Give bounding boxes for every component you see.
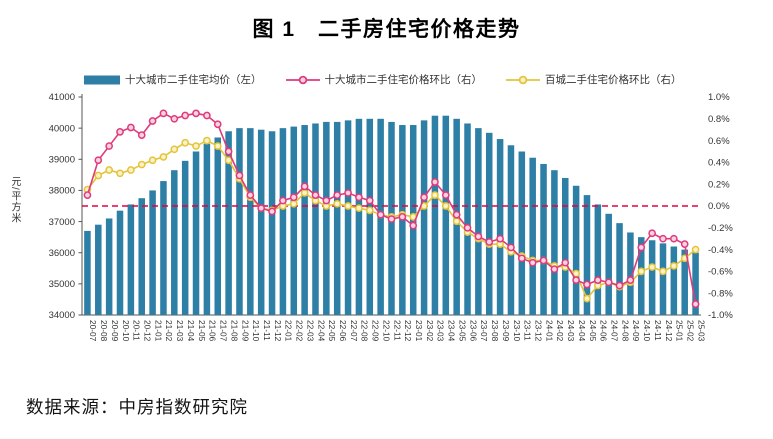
svg-text:22-04: 22-04	[316, 320, 326, 342]
svg-text:23-12: 23-12	[534, 320, 544, 342]
svg-text:22-12: 22-12	[403, 320, 413, 342]
pink-line-marker-icon	[285, 75, 320, 84]
svg-text:24-01: 24-01	[544, 320, 554, 342]
svg-text:21-10: 21-10	[251, 320, 261, 342]
svg-text:21-05: 21-05	[197, 320, 207, 342]
svg-text:22-07: 22-07	[349, 320, 359, 342]
svg-text:-1.0%: -1.0%	[708, 310, 733, 321]
svg-text:0.6%: 0.6%	[708, 136, 730, 147]
svg-text:24-04: 24-04	[577, 320, 587, 342]
svg-text:1.0%: 1.0%	[708, 92, 730, 103]
svg-text:35000: 35000	[49, 279, 75, 290]
svg-text:21-03: 21-03	[175, 320, 185, 342]
svg-text:40000: 40000	[49, 123, 75, 134]
svg-text:-0.8%: -0.8%	[708, 288, 733, 299]
svg-text:0.4%: 0.4%	[708, 158, 730, 169]
svg-text:38000: 38000	[49, 186, 75, 197]
svg-text:25-03: 25-03	[696, 320, 706, 342]
svg-text:0.0%: 0.0%	[708, 201, 730, 212]
svg-text:23-08: 23-08	[490, 320, 500, 342]
svg-text:-0.4%: -0.4%	[708, 245, 733, 256]
svg-text:23-03: 23-03	[436, 320, 446, 342]
left-axis-unit-label: 元/平方米	[9, 176, 20, 224]
svg-text:20-12: 20-12	[143, 320, 153, 342]
svg-text:20-10: 20-10	[121, 320, 131, 342]
svg-text:23-04: 23-04	[447, 320, 457, 342]
svg-text:41000: 41000	[49, 92, 75, 103]
svg-text:22-11: 22-11	[392, 320, 402, 341]
y-axis-right: 1.0% 0.8% 0.6% 0.4% 0.2% 0.0% -0.2% -0.4% -0.6% -…	[708, 92, 733, 321]
svg-text:21-12: 21-12	[273, 320, 283, 342]
data-source-note: 数据来源：中房指数研究院	[26, 397, 248, 417]
svg-text:21-04: 21-04	[186, 320, 196, 342]
legend-label-ten-city-mom: 十大城市二手住宅价格环比（右）	[324, 74, 483, 86]
svg-text:21-07: 21-07	[219, 320, 229, 342]
x-axis-labels: 20-07 20-08 20-09 20-10 20-11 20-12 21-01 21-02…	[88, 320, 706, 342]
svg-text:22-05: 22-05	[327, 320, 337, 342]
y-axis-left: 41000 40000 39000 38000 37000 36000 35000 34000	[49, 92, 82, 321]
svg-text:21-11: 21-11	[262, 320, 272, 341]
svg-text:21-01: 21-01	[153, 320, 163, 342]
bar-swatch-icon	[84, 75, 120, 84]
svg-text:25-01: 25-01	[675, 320, 685, 342]
svg-text:0.2%: 0.2%	[708, 179, 730, 190]
svg-text:24-10: 24-10	[642, 320, 652, 342]
legend-item-ten-city-mom: 十大城市二手住宅价格环比（右）	[285, 72, 483, 87]
svg-text:23-02: 23-02	[425, 320, 435, 342]
svg-text:0.8%: 0.8%	[708, 114, 730, 125]
svg-text:24-11: 24-11	[653, 320, 663, 341]
svg-text:34000: 34000	[49, 310, 75, 321]
svg-text:23-11: 23-11	[523, 320, 533, 341]
svg-text:23-01: 23-01	[414, 320, 424, 342]
svg-text:22-02: 22-02	[295, 320, 305, 342]
svg-text:24-05: 24-05	[588, 320, 598, 342]
legend-label-hundred-city-mom: 百城二手住宅价格环比（右）	[545, 74, 682, 86]
svg-text:22-03: 22-03	[305, 320, 315, 342]
svg-text:25-02: 25-02	[686, 320, 696, 342]
svg-text:22-08: 22-08	[360, 320, 370, 342]
legend-label-avg-price: 十大城市二手住宅均价（左）	[125, 74, 262, 86]
legend-item-hundred-city-mom: 百城二手住宅价格环比（右）	[506, 72, 682, 87]
svg-text:39000: 39000	[49, 154, 75, 165]
svg-text:24-02: 24-02	[555, 320, 565, 342]
svg-text:24-07: 24-07	[610, 320, 620, 342]
svg-text:-0.6%: -0.6%	[708, 267, 733, 278]
svg-text:37000: 37000	[49, 217, 75, 228]
svg-text:20-07: 20-07	[88, 320, 98, 342]
svg-text:36000: 36000	[49, 248, 75, 259]
chart-title: 图 1 二手房住宅价格走势	[252, 18, 521, 41]
svg-text:22-06: 22-06	[338, 320, 348, 342]
svg-text:24-03: 24-03	[566, 320, 576, 342]
svg-text:24-12: 24-12	[664, 320, 674, 342]
yellow-line-marker-icon	[506, 75, 540, 84]
svg-text:22-09: 22-09	[371, 320, 381, 342]
svg-text:24-08: 24-08	[620, 320, 630, 342]
svg-text:22-01: 22-01	[284, 320, 294, 342]
chart-area: 41000 40000 39000 38000 37000 36000 35000 34000…	[0, 90, 773, 380]
svg-text:23-09: 23-09	[501, 320, 511, 342]
svg-text:20-08: 20-08	[99, 320, 109, 342]
svg-text:21-02: 21-02	[164, 320, 174, 342]
svg-text:-0.2%: -0.2%	[708, 223, 733, 234]
svg-text:21-06: 21-06	[208, 320, 218, 342]
svg-text:21-09: 21-09	[240, 320, 250, 342]
svg-text:20-11: 20-11	[132, 320, 142, 341]
svg-text:20-09: 20-09	[110, 320, 120, 342]
svg-text:21-08: 21-08	[229, 320, 239, 342]
price-trend-chart: 41000 40000 39000 38000 37000 36000 35000 34000…	[49, 92, 734, 342]
chart-legend: 十大城市二手住宅均价（左） 十大城市二手住宅价格环比（右） 百城二手住宅价格环比…	[84, 72, 682, 87]
svg-text:23-07: 23-07	[479, 320, 489, 342]
legend-item-avg-price: 十大城市二手住宅均价（左）	[84, 72, 262, 87]
svg-text:22-10: 22-10	[381, 320, 391, 342]
svg-text:24-09: 24-09	[631, 320, 641, 342]
line-series	[83, 109, 700, 308]
svg-text:24-06: 24-06	[599, 320, 609, 342]
svg-text:23-10: 23-10	[512, 320, 522, 342]
svg-text:23-05: 23-05	[458, 320, 468, 342]
svg-text:23-06: 23-06	[468, 320, 478, 342]
